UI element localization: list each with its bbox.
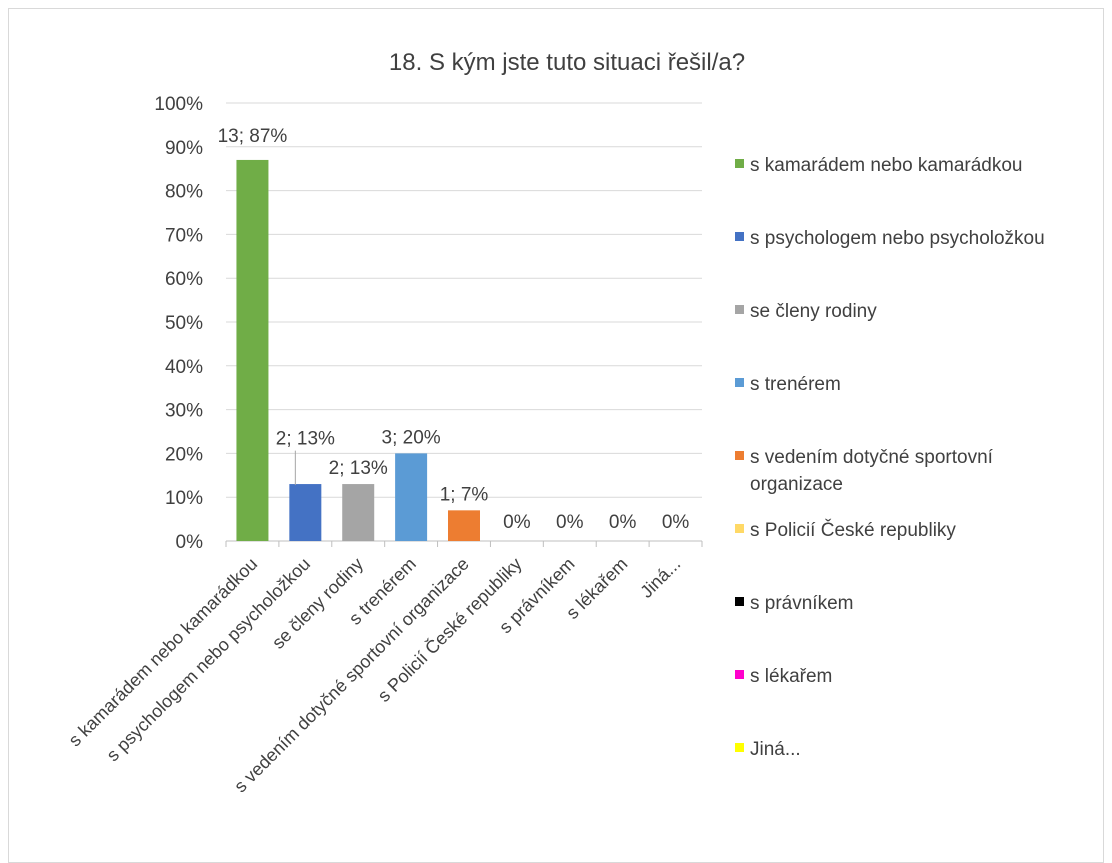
- legend-marker: [735, 232, 744, 241]
- bar: [236, 159, 269, 541]
- y-tick-label: 20%: [165, 444, 203, 465]
- gridlines: [225, 102, 703, 547]
- legend-label: s trenérem: [750, 374, 841, 395]
- data-label: 0%: [556, 512, 584, 533]
- legend-marker: [735, 670, 744, 679]
- y-tick-label: 100%: [154, 94, 203, 115]
- x-category-label: s kamarádem nebo kamarádkou: [65, 554, 262, 751]
- y-tick-label: 30%: [165, 401, 203, 422]
- data-label: 2; 13%: [329, 458, 388, 479]
- y-tick-label: 60%: [165, 269, 203, 290]
- y-tick-label: 50%: [165, 313, 203, 334]
- y-tick-label: 0%: [176, 532, 204, 553]
- data-label: 1; 7%: [440, 484, 489, 505]
- legend-marker: [735, 159, 744, 168]
- y-tick-label: 80%: [165, 182, 203, 203]
- legend-marker: [735, 524, 744, 533]
- y-axis-ticks: 0% 10% 20% 30% 40% 50% 60% 70% 80% 90% 100%: [154, 94, 203, 553]
- legend-marker: [735, 305, 744, 314]
- data-label: 3; 20%: [382, 427, 441, 448]
- bar: [448, 510, 480, 541]
- bar: [342, 484, 375, 541]
- y-tick-label: 40%: [165, 357, 203, 378]
- data-label: 0%: [662, 512, 690, 533]
- legend-label: s Policií České republiky: [750, 519, 956, 541]
- x-category-label: se členy rodiny: [268, 554, 367, 653]
- chart-frame: [8, 8, 1104, 863]
- legend-marker: [735, 743, 744, 752]
- data-label: 0%: [609, 512, 637, 533]
- legend-marker: [735, 451, 744, 460]
- data-label: 2; 13%: [276, 429, 335, 450]
- data-label: 0%: [503, 512, 531, 533]
- x-category-label: Jiná...: [636, 554, 684, 602]
- legend-label: s psychologem nebo psycholožkou: [750, 228, 1045, 249]
- bars: [236, 159, 480, 541]
- legend-label: s právníkem: [750, 593, 853, 614]
- legend-label: s lékařem: [750, 666, 832, 687]
- legend-label: se členy rodiny: [750, 301, 877, 322]
- y-tick-label: 90%: [165, 138, 203, 159]
- legend-label: s vedením dotyčné sportovní: [750, 447, 994, 468]
- chart-title: 18. S kým jste tuto situaci řešil/a?: [389, 49, 745, 76]
- legend: s kamarádem nebo kamarádkou s psychologem…: [735, 155, 1045, 760]
- data-label: 13; 87%: [218, 126, 288, 147]
- y-tick-label: 10%: [165, 488, 203, 509]
- legend-label: organizace: [750, 474, 843, 495]
- legend-marker: [735, 378, 744, 387]
- legend-label: Jiná...: [750, 739, 801, 760]
- data-labels: 13; 87% 2; 13% 2; 13% 3; 20% 1; 7% 0% 0% 0% 0%: [218, 126, 690, 533]
- bar: [289, 484, 322, 541]
- legend-marker: [735, 597, 744, 606]
- y-tick-label: 70%: [165, 225, 203, 246]
- legend-label: s kamarádem nebo kamarádkou: [750, 155, 1022, 176]
- bar: [395, 453, 428, 541]
